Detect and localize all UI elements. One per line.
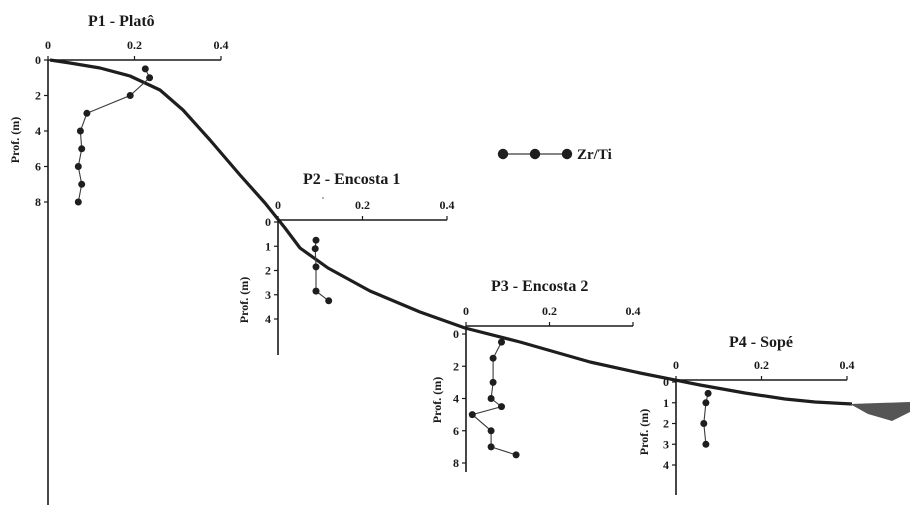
zr-ti-point	[83, 109, 91, 117]
x-tick-label: 0.2	[127, 38, 142, 52]
x-tick-label: 0.4	[840, 358, 855, 372]
zr-ti-point	[312, 263, 320, 271]
speck-mark	[322, 197, 324, 199]
zr-ti-point	[704, 389, 712, 397]
x-tick-label: 0.4	[214, 38, 229, 52]
y-tick-label: 0	[265, 215, 271, 229]
profile-panels: 0 0.2 0.4 0 2 4 6 8 P1 - Platô Prof. (m) 0 0.2 0.4 0 1…	[8, 13, 855, 505]
y-tick-label: 4	[265, 312, 271, 326]
water-body	[850, 402, 910, 421]
x-tick-label: 0.2	[754, 358, 769, 372]
y-tick-label: 3	[265, 288, 271, 302]
zr-ti-point	[487, 427, 495, 435]
zr-ti-point	[311, 245, 319, 253]
y-tick-label: 2	[453, 359, 459, 373]
legend-marker	[529, 148, 541, 160]
y-tick-label: 4	[453, 392, 459, 406]
profile-panel-3: 0 0.2 0.4 0 2 4 6 8 P3 - Encosta 2 Prof. (m)	[430, 278, 641, 472]
y-tick-label: 2	[35, 89, 41, 103]
y-axis-label: Prof. (m)	[637, 409, 651, 455]
legend: Zr/Ti	[497, 147, 612, 163]
zr-ti-point	[489, 354, 497, 362]
terrain-surface-line	[49, 58, 853, 406]
terrain-profile	[49, 58, 910, 421]
zr-ti-point	[76, 127, 84, 135]
y-tick-label: 8	[35, 195, 41, 209]
y-tick-label: 6	[453, 424, 459, 438]
y-tick-label: 2	[265, 264, 271, 278]
y-axis-label: Prof. (m)	[430, 377, 444, 423]
y-axis-label: Prof. (m)	[237, 277, 251, 323]
zr-ti-point	[489, 378, 497, 386]
x-tick-label: 0	[673, 358, 679, 372]
zr-ti-point	[468, 411, 476, 419]
zr-ti-point	[78, 145, 86, 153]
zr-ti-point	[141, 65, 149, 73]
zr-ti-point	[312, 287, 320, 295]
zr-ti-point	[487, 443, 495, 451]
x-tick-label: 0	[463, 304, 469, 318]
zr-ti-series-line	[703, 393, 709, 445]
x-tick-label: 0.2	[542, 304, 557, 318]
zr-ti-point	[487, 395, 495, 402]
panel-title: P3 - Encosta 2	[491, 278, 588, 295]
legend-marker	[561, 148, 573, 160]
zr-ti-point	[702, 399, 710, 407]
zr-ti-point	[512, 451, 520, 459]
zr-ti-point	[74, 163, 82, 170]
panel-title: P4 - Sopé	[729, 334, 793, 351]
legend-label: Zr/Ti	[577, 147, 612, 163]
profile-panel-4: 0 0.2 0.4 0 1 2 3 4 P4 - Sopé Prof. (m)	[637, 334, 855, 495]
y-tick-label: 0	[453, 327, 459, 341]
zr-ti-point	[126, 92, 134, 99]
zr-ti-point	[325, 297, 333, 305]
zr-ti-series-line	[77, 68, 151, 203]
zr-ti-point	[146, 74, 154, 82]
x-tick-label: 0	[45, 38, 51, 52]
profile-panel-2: 0 0.2 0.4 0 1 2 3 4 P2 - Encosta 1 Prof. (m)	[237, 171, 455, 355]
x-tick-label: 0	[275, 198, 281, 212]
zr-ti-point	[498, 338, 505, 346]
y-tick-label: 1	[265, 239, 271, 253]
y-tick-label: 6	[35, 160, 41, 174]
legend-marker	[497, 148, 509, 160]
panel-title: P2 - Encosta 1	[303, 171, 400, 188]
y-tick-label: 8	[453, 456, 459, 470]
zr-ti-point	[78, 180, 86, 188]
zr-ti-point	[700, 420, 708, 427]
zr-ti-point	[312, 236, 320, 244]
y-tick-label: 4	[663, 458, 669, 472]
zr-ti-point	[74, 198, 82, 206]
x-tick-label: 0.4	[626, 304, 641, 318]
panel-title: P1 - Platô	[88, 13, 155, 30]
y-axis-label: Prof. (m)	[8, 117, 22, 163]
profile-panel-1: 0 0.2 0.4 0 2 4 6 8 P1 - Platô Prof. (m)	[8, 13, 229, 505]
zr-ti-point	[702, 440, 710, 448]
x-tick-label: 0.4	[440, 198, 455, 212]
zr-ti-point	[498, 403, 505, 411]
y-tick-label: 2	[663, 417, 669, 431]
y-tick-label: 4	[35, 124, 41, 138]
x-tick-label: 0.2	[355, 198, 370, 212]
y-tick-label: 3	[663, 437, 669, 451]
y-tick-label: 0	[663, 375, 669, 389]
y-tick-label: 0	[35, 53, 41, 67]
y-tick-label: 1	[663, 396, 669, 410]
